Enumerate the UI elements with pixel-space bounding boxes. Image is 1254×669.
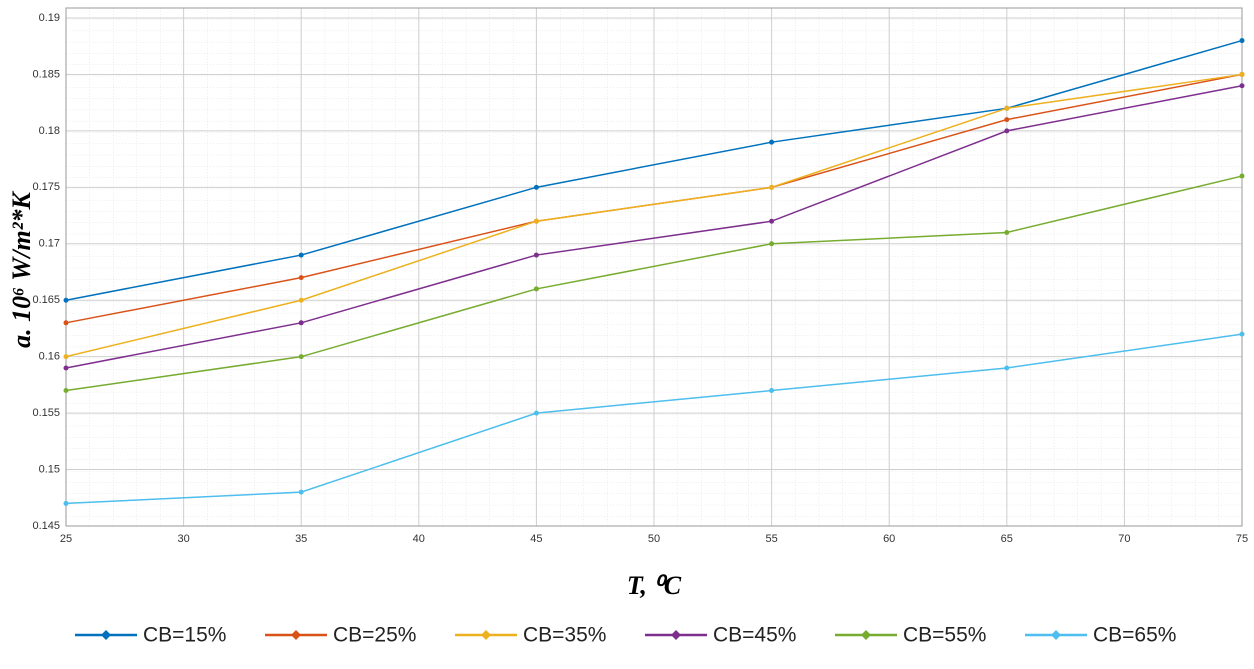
x-tick-label: 40 — [413, 533, 425, 545]
data-point — [1239, 173, 1245, 179]
y-tick-label: 0.19 — [39, 12, 60, 24]
x-tick-label: 30 — [177, 533, 189, 545]
data-point — [298, 297, 304, 303]
data-point — [769, 241, 775, 247]
data-point — [1004, 117, 1010, 123]
data-point — [63, 365, 69, 371]
x-tick-label: 70 — [1118, 533, 1130, 545]
data-point — [1239, 331, 1245, 337]
data-point — [1004, 128, 1010, 134]
legend-label: CB=35% — [523, 624, 606, 647]
data-point — [1004, 229, 1010, 235]
y-tick-label: 0.16 — [39, 351, 60, 363]
y-tick-label: 0.185 — [32, 68, 60, 80]
data-point — [769, 218, 775, 224]
legend-marker — [671, 630, 681, 640]
series-line — [65, 84, 1243, 369]
x-tick-label: 35 — [295, 533, 307, 545]
legend-marker — [481, 630, 491, 640]
data-point — [769, 388, 775, 394]
data-point — [1004, 365, 1010, 371]
data-point — [63, 388, 69, 394]
legend-marker — [291, 630, 301, 640]
x-tick-label: 50 — [648, 533, 660, 545]
data-point — [63, 297, 69, 303]
data-point — [533, 286, 539, 292]
data-point — [533, 410, 539, 416]
data-point — [63, 354, 69, 360]
x-tick-label: 60 — [883, 533, 895, 545]
data-point — [1004, 105, 1010, 111]
legend-marker — [101, 630, 111, 640]
x-axis-title: T, ⁰C — [627, 571, 682, 600]
plot-frame — [65, 7, 1243, 527]
data-point — [1239, 83, 1245, 89]
y-axis-title: a. 10⁶ W/m²*K — [7, 190, 36, 347]
series-line — [65, 39, 1243, 301]
legend-label: CB=55% — [903, 624, 986, 647]
y-tick-label: 0.175 — [32, 181, 60, 193]
y-tick-label: 0.165 — [32, 294, 60, 306]
data-point — [533, 218, 539, 224]
legend-label: CB=65% — [1093, 624, 1176, 647]
y-tick-label: 0.15 — [39, 463, 60, 475]
legend-label: CB=45% — [713, 624, 796, 647]
series-line — [65, 73, 1243, 358]
data-point — [63, 500, 69, 506]
data-point — [298, 252, 304, 258]
legend-marker — [861, 630, 871, 640]
legend-marker — [1051, 630, 1061, 640]
data-point — [769, 139, 775, 145]
y-tick-label: 0.145 — [32, 520, 60, 532]
data-point — [298, 320, 304, 326]
data-point — [298, 354, 304, 360]
x-tick-label: 75 — [1236, 533, 1248, 545]
y-tick-label: 0.17 — [39, 238, 60, 250]
series-line — [65, 333, 1243, 505]
data-point — [533, 252, 539, 258]
x-tick-label: 45 — [530, 533, 542, 545]
x-tick-label: 65 — [1001, 533, 1013, 545]
data-point — [298, 489, 304, 495]
x-tick-label: 55 — [765, 533, 777, 545]
data-point — [63, 320, 69, 326]
series-line — [65, 175, 1243, 392]
data-point — [769, 184, 775, 190]
data-point — [533, 184, 539, 190]
data-point — [1239, 38, 1245, 44]
legend-label: CB=15% — [143, 624, 226, 647]
legend-label: CB=25% — [333, 624, 416, 647]
data-point — [1239, 71, 1245, 77]
x-tick-label: 25 — [60, 533, 72, 545]
data-point — [298, 275, 304, 281]
y-tick-label: 0.18 — [39, 125, 60, 137]
y-tick-label: 0.155 — [32, 407, 60, 419]
